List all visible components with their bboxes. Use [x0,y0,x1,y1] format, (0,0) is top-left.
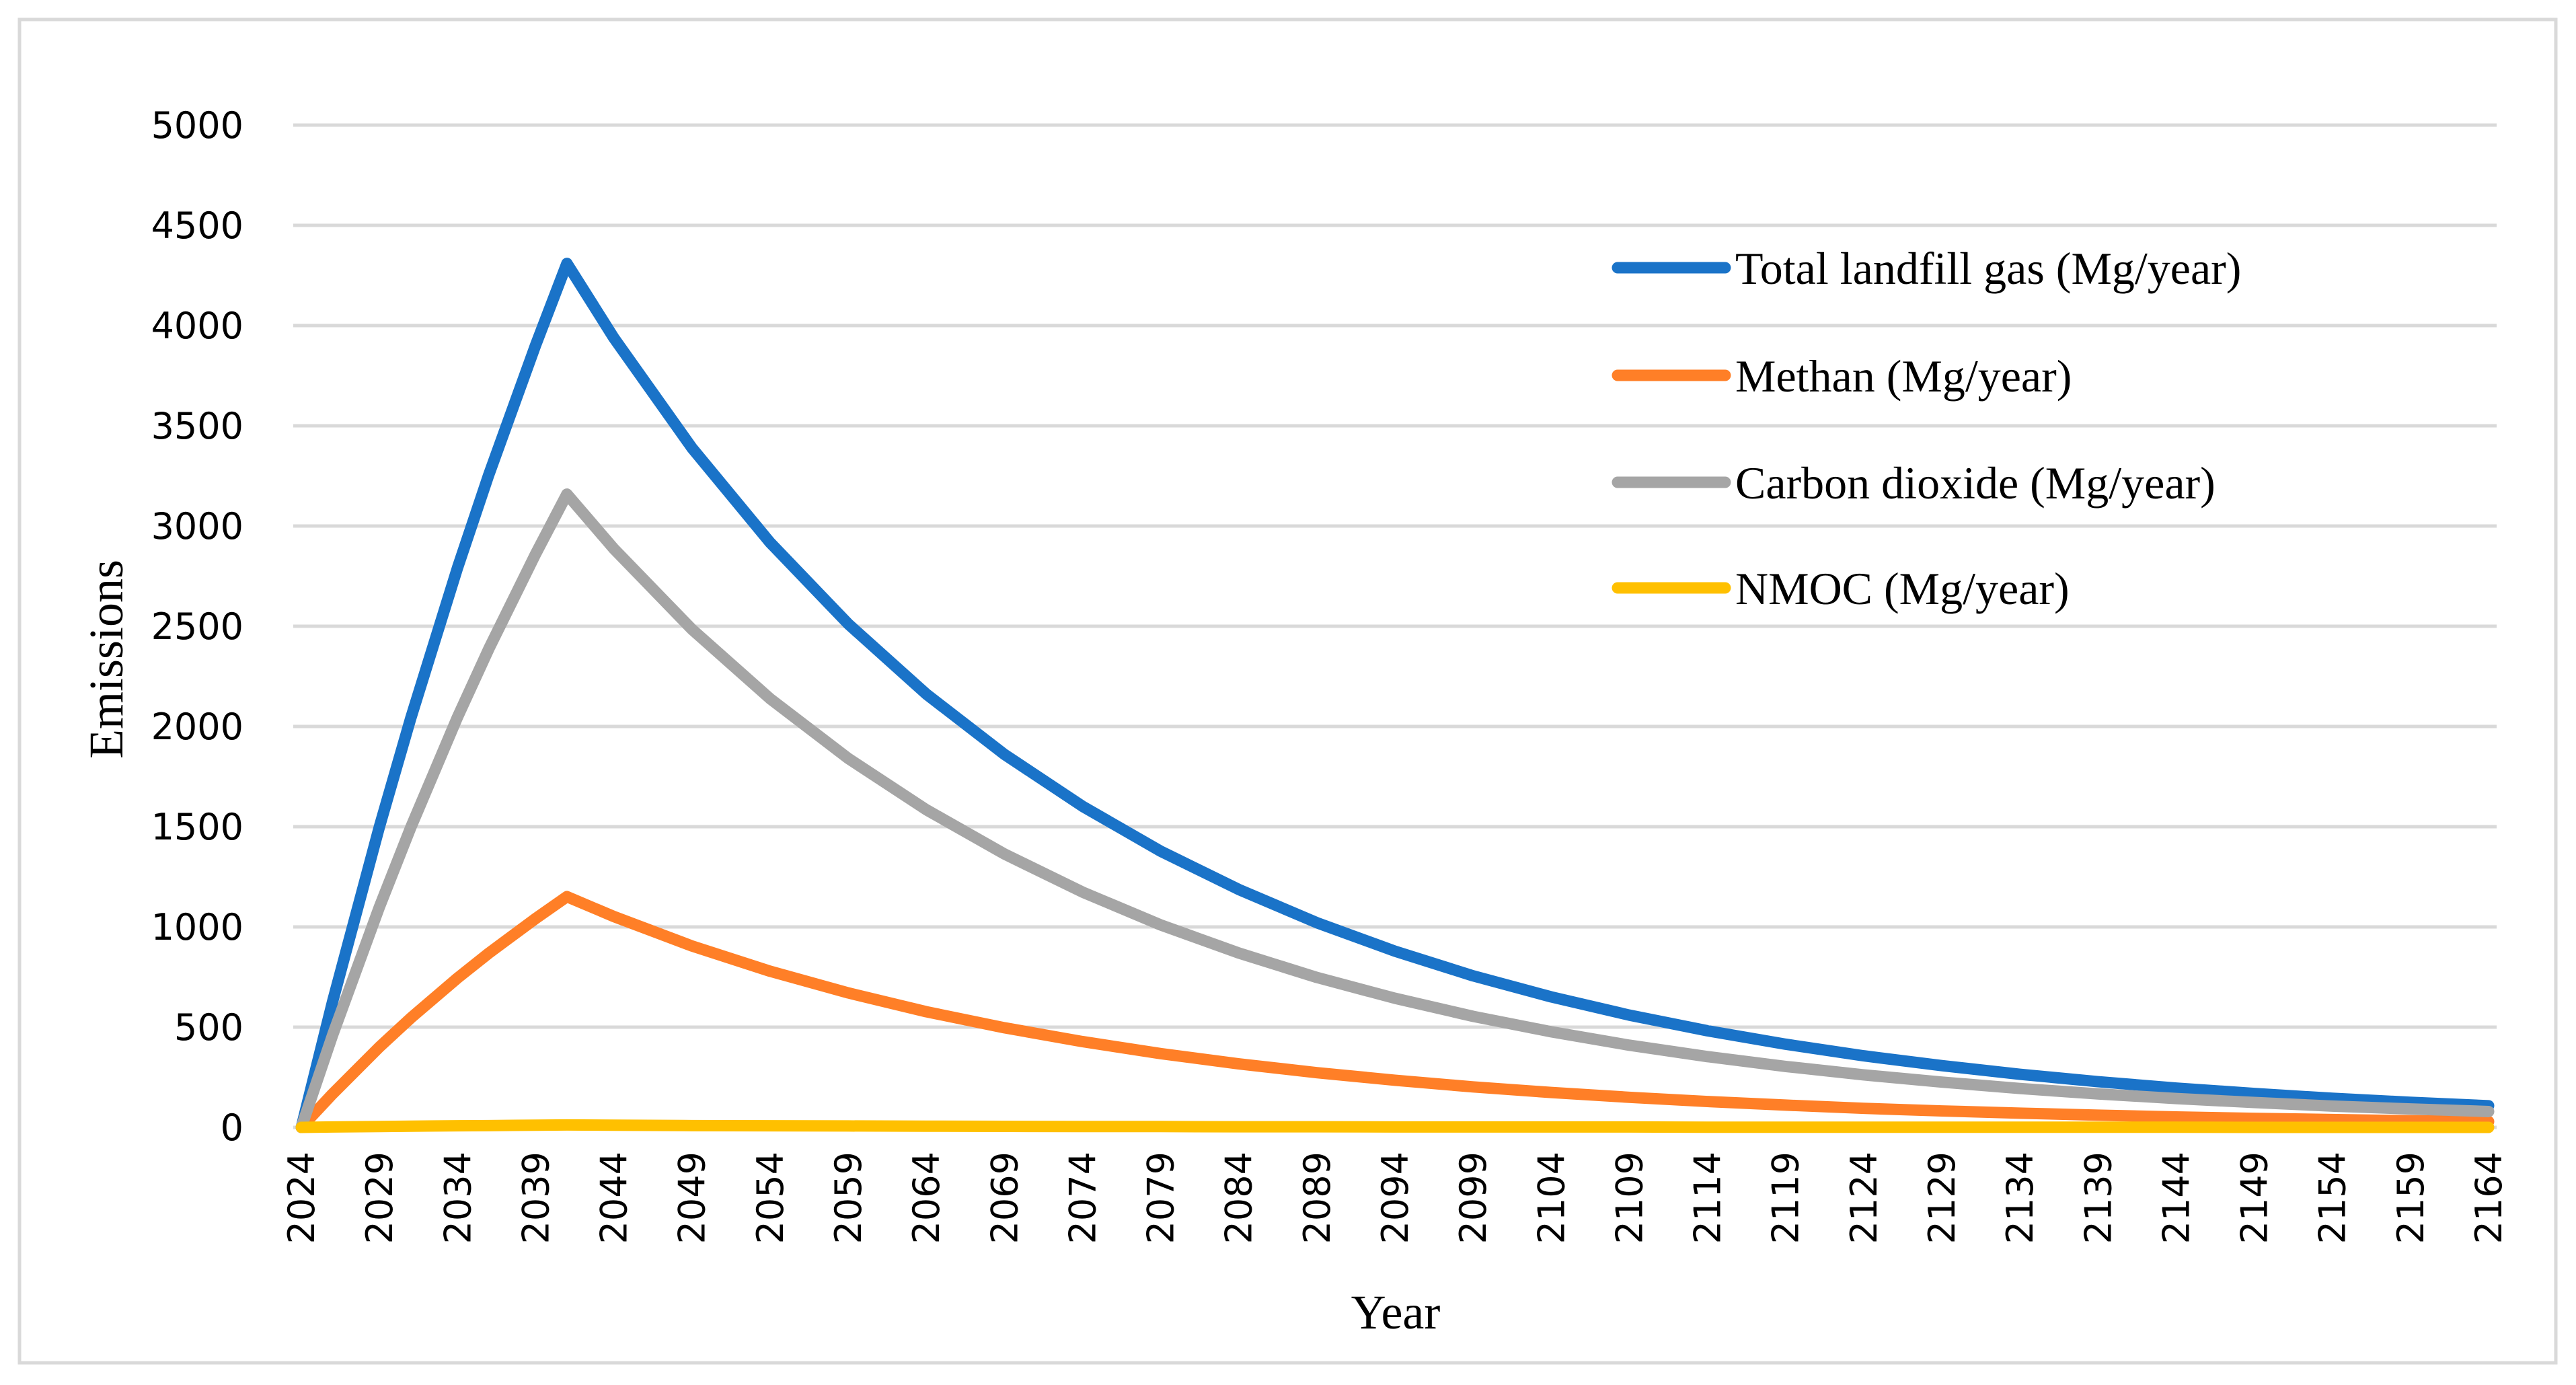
x-tick-label: 2039 [515,1152,557,1244]
x-tick-label: 2144 [2155,1152,2197,1244]
x-tick-label: 2054 [749,1152,792,1244]
y-tick-label: 2000 [151,706,243,748]
series-line-0 [295,258,2495,1133]
x-tick-label: 2059 [827,1152,870,1244]
x-tick-label: 2074 [1061,1152,1104,1244]
y-tick-label: 0 [221,1107,243,1149]
series-line-1 [295,891,2495,1133]
series-line-3 [295,1119,2495,1133]
y-tick-label: 1000 [151,906,243,948]
legend: Total landfill gas (Mg/year) Methan (Mg/y… [1612,243,2241,614]
legend-label: NMOC (Mg/year) [1735,563,2070,614]
x-tick-label: 2104 [1530,1152,1573,1244]
legend-label: Methan (Mg/year) [1735,350,2072,402]
y-tick-label: 3500 [151,405,243,447]
x-tick-label: 2109 [1608,1152,1651,1244]
series-lines [295,258,2495,1133]
legend-label: Total landfill gas (Mg/year) [1735,243,2241,294]
x-tick-label: 2159 [2390,1152,2432,1244]
series-line-2 [295,488,2495,1133]
y-tick-label: 4500 [151,204,243,247]
x-axis-title: Year [1351,1285,1441,1339]
y-axis-ticks: 0 500 1000 1500 2000 2500 3000 3500 4000 4500 5000 [151,104,243,1149]
x-tick-label: 2154 [2312,1152,2354,1244]
x-tick-label: 2124 [1843,1152,1885,1244]
x-tick-label: 2029 [358,1152,401,1244]
x-tick-label: 2129 [1921,1152,1963,1244]
x-tick-label: 2079 [1140,1152,1182,1244]
x-tick-label: 2089 [1296,1152,1338,1244]
x-tick-label: 2164 [2468,1152,2510,1244]
x-tick-label: 2134 [1999,1152,2041,1244]
y-axis-title: Emissions [79,560,133,759]
x-axis-ticks: 2024 2029 2034 2039 2044 2049 2054 2059 2064 2069… [280,1152,2510,1244]
x-tick-label: 2084 [1218,1152,1260,1244]
x-tick-label: 2114 [1687,1152,1729,1244]
legend-label: Carbon dioxide (Mg/year) [1735,457,2215,509]
x-tick-label: 2094 [1374,1152,1416,1244]
y-tick-label: 500 [174,1006,243,1049]
y-tick-label: 4000 [151,305,243,347]
x-tick-label: 2099 [1452,1152,1494,1244]
x-tick-label: 2119 [1765,1152,1807,1244]
y-tick-label: 1500 [151,806,243,848]
chart-border [17,17,2558,1365]
y-tick-label: 3000 [151,505,243,548]
x-tick-label: 2064 [905,1152,948,1244]
x-tick-label: 2044 [593,1152,636,1244]
x-tick-label: 2024 [280,1152,323,1244]
x-tick-label: 2069 [983,1152,1026,1244]
x-tick-label: 2139 [2077,1152,2119,1244]
x-tick-label: 2034 [437,1152,479,1244]
y-tick-label: 5000 [151,104,243,147]
y-tick-label: 2500 [151,605,243,648]
x-tick-label: 2149 [2234,1152,2276,1244]
x-tick-label: 2049 [671,1152,714,1244]
